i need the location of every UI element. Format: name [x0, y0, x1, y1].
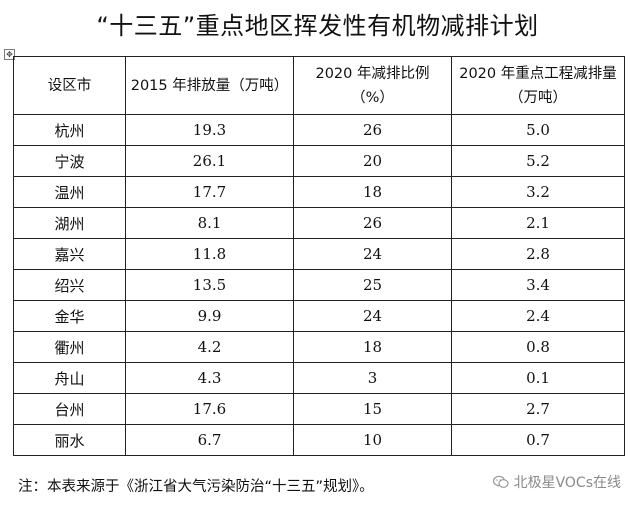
cell-city: 金华: [13, 300, 126, 332]
cell-project-reduction: 5.2: [451, 145, 625, 177]
cell-emission-2015: 4.3: [125, 362, 294, 394]
cell-emission-2015: 4.2: [125, 331, 294, 363]
cell-city: 绍兴: [13, 269, 126, 301]
cell-project-reduction: 3.4: [451, 269, 625, 301]
cell-city: 宁波: [13, 145, 126, 177]
cell-reduction-ratio: 10: [293, 424, 452, 456]
table-row: 金华 9.9 24 2.4: [13, 300, 625, 332]
cell-project-reduction: 3.2: [451, 176, 625, 208]
table-row: 舟山 4.3 3 0.1: [13, 362, 625, 394]
table-row: 杭州 19.3 26 5.0: [13, 114, 625, 146]
cell-reduction-ratio: 26: [293, 207, 452, 239]
table-row: 丽水 6.7 10 0.7: [13, 424, 625, 456]
cell-city: 温州: [13, 176, 126, 208]
cell-emission-2015: 11.8: [125, 238, 294, 270]
cell-reduction-ratio: 18: [293, 176, 452, 208]
source-note: 注：本表来源于《浙江省大气污染防治“十三五”规划》。: [18, 479, 374, 495]
cell-city: 衢州: [13, 331, 126, 363]
table-row: 绍兴 13.5 25 3.4: [13, 269, 625, 301]
table-move-handle-icon[interactable]: ✥: [4, 49, 15, 60]
cell-reduction-ratio: 15: [293, 393, 452, 425]
cell-project-reduction: 2.1: [451, 207, 625, 239]
cell-reduction-ratio: 3: [293, 362, 452, 394]
cell-emission-2015: 8.1: [125, 207, 294, 239]
header-emission-2015: 2015 年排放量（万吨）: [125, 56, 294, 115]
emission-table: 设区市 2015 年排放量（万吨） 2020 年减排比例（%） 2020 年重点…: [13, 56, 625, 456]
cell-city: 台州: [13, 393, 126, 425]
cell-emission-2015: 19.3: [125, 114, 294, 146]
cell-emission-2015: 26.1: [125, 145, 294, 177]
header-city: 设区市: [13, 56, 126, 115]
cell-emission-2015: 6.7: [125, 424, 294, 456]
cell-reduction-ratio: 26: [293, 114, 452, 146]
cell-project-reduction: 2.7: [451, 393, 625, 425]
cell-reduction-ratio: 24: [293, 238, 452, 270]
cell-city: 嘉兴: [13, 238, 126, 270]
cell-project-reduction: 2.4: [451, 300, 625, 332]
cell-city: 湖州: [13, 207, 126, 239]
page-title: “十三五”重点地区挥发性有机物减排计划: [96, 12, 539, 40]
cell-city: 杭州: [13, 114, 126, 146]
table-row: 台州 17.6 15 2.7: [13, 393, 625, 425]
table-header-row: 设区市 2015 年排放量（万吨） 2020 年减排比例（%） 2020 年重点…: [13, 56, 625, 115]
table-row: 宁波 26.1 20 5.2: [13, 145, 625, 177]
cell-emission-2015: 9.9: [125, 300, 294, 332]
cell-reduction-ratio: 25: [293, 269, 452, 301]
table-row: 嘉兴 11.8 24 2.8: [13, 238, 625, 270]
cell-reduction-ratio: 24: [293, 300, 452, 332]
cell-emission-2015: 17.7: [125, 176, 294, 208]
table-row: 衢州 4.2 18 0.8: [13, 331, 625, 363]
table-row: 温州 17.7 18 3.2: [13, 176, 625, 208]
table-row: 湖州 8.1 26 2.1: [13, 207, 625, 239]
header-project-reduction-2020: 2020 年重点工程减排量（万吨）: [451, 56, 625, 115]
cell-project-reduction: 0.8: [451, 331, 625, 363]
cell-project-reduction: 0.1: [451, 362, 625, 394]
cell-reduction-ratio: 18: [293, 331, 452, 363]
cell-reduction-ratio: 20: [293, 145, 452, 177]
watermark: 北极星VOCs在线: [492, 472, 621, 492]
cell-emission-2015: 17.6: [125, 393, 294, 425]
header-reduction-ratio-2020: 2020 年减排比例（%）: [293, 56, 452, 115]
cell-emission-2015: 13.5: [125, 269, 294, 301]
cell-project-reduction: 2.8: [451, 238, 625, 270]
wechat-account-icon: [492, 475, 509, 488]
cell-project-reduction: 5.0: [451, 114, 625, 146]
cell-city: 舟山: [13, 362, 126, 394]
watermark-text: 北极星VOCs在线: [513, 475, 621, 491]
cell-project-reduction: 0.7: [451, 424, 625, 456]
cell-city: 丽水: [13, 424, 126, 456]
